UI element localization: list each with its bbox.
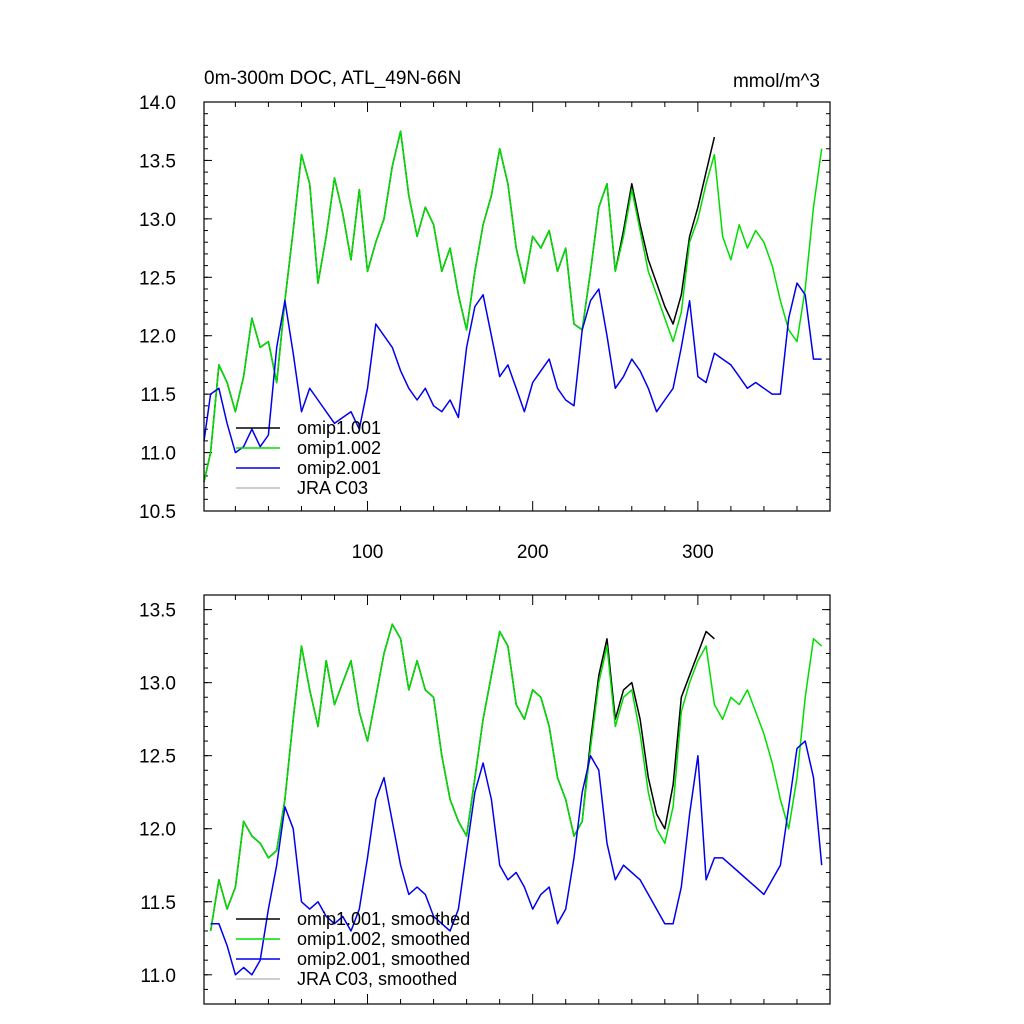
axes-ticks-top: 10.5 11.0 11.5 12.0 12.5 13.0 13.5 14.0 100 200 30…: [139, 93, 830, 563]
y-tick-label: 10.5: [139, 502, 176, 523]
x-tick-label: 200: [517, 542, 549, 563]
legend-label: JRA C03: [297, 478, 368, 498]
series-top: [203, 130, 823, 482]
y-tick-label: 11.5: [140, 385, 176, 406]
y-tick-label: 13.5: [139, 601, 176, 622]
legend-label: omip1.001, smoothed: [297, 909, 470, 929]
legend-label: omip2.001: [297, 458, 381, 478]
y-tick-label: 11.0: [140, 966, 176, 987]
series-bottom: [209, 623, 823, 976]
legend-label: omip1.002, smoothed: [297, 929, 470, 949]
legend-label: omip2.001, smoothed: [297, 949, 470, 969]
y-tick-label: 13.0: [139, 674, 176, 695]
series-line: [210, 740, 823, 976]
series-line: [203, 130, 716, 482]
y-tick-label: 14.0: [139, 93, 176, 114]
x-tick-label: 300: [682, 542, 714, 563]
legend-label: omip1.002: [297, 438, 381, 458]
series-line: [203, 282, 822, 454]
legend-label: JRA C03, smoothed: [297, 969, 457, 989]
title-right: mmol/m^3: [733, 71, 820, 92]
y-tick-label: 11.0: [140, 444, 176, 465]
y-tick-label: 12.5: [139, 747, 176, 768]
plot-frame-top: [203, 101, 831, 512]
series-line: [209, 623, 823, 932]
y-tick-label: 13.0: [139, 210, 176, 231]
x-tick-label: 100: [352, 542, 384, 563]
y-tick-label: 13.5: [139, 151, 176, 172]
y-tick-label: 12.5: [139, 268, 176, 289]
series-line: [203, 130, 823, 482]
legend-label: omip1.001: [297, 418, 381, 438]
axes-ticks-bottom: 11.0 11.5 12.0 12.5 13.0 13.5: [139, 594, 830, 1005]
plot-frame-bottom: [203, 594, 831, 1005]
y-tick-label: 12.0: [139, 820, 176, 841]
title-left: 0m-300m DOC, ATL_49N-66N: [204, 68, 461, 89]
y-tick-label: 11.5: [140, 893, 176, 914]
panel-bottom: 11.0 11.5 12.0 12.5 13.0 13.5 omip1.001, smoo…: [139, 594, 831, 1005]
panel-top: 0m-300m DOC, ATL_49N-66N mmol/m^3 10.5 11…: [139, 68, 831, 563]
y-tick-label: 12.0: [139, 327, 176, 348]
